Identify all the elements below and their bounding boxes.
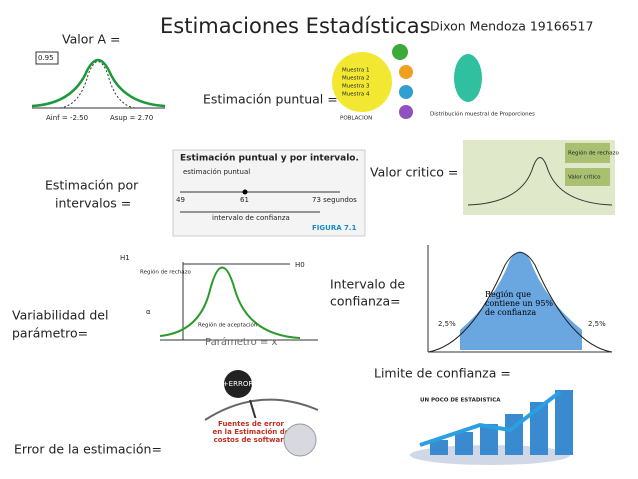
text: Ainf = -2.50 (46, 114, 88, 122)
area (460, 251, 582, 350)
bar (480, 424, 498, 455)
label: parámetro= (12, 326, 88, 341)
title: Estimaciones Estadísticas (160, 14, 431, 38)
label: Error de la estimación= (14, 442, 162, 457)
circle (332, 52, 392, 112)
label: Valor A = (62, 32, 120, 47)
text: 49 (176, 196, 185, 204)
author: Dixon Mendoza 19166517 (430, 19, 593, 34)
text: Región de rechazo (568, 150, 619, 157)
text: Muestra 1 (342, 68, 370, 74)
hatch (59, 61, 136, 109)
text: Distribución muestral de Proporciones (430, 111, 535, 118)
bar (530, 402, 548, 455)
rejection-image: H1 H0 Región de rechazo α Región de acep… (120, 254, 318, 348)
point (242, 189, 248, 195)
ellipse (454, 54, 482, 102)
label: Estimación por (45, 178, 139, 193)
dot (399, 85, 413, 99)
bar (455, 432, 473, 455)
text: Región de aceptación (198, 322, 258, 329)
label: Variabilidad del (12, 308, 108, 323)
text: Muestra 3 (342, 84, 370, 90)
text: α (146, 308, 151, 316)
text: 73 segundos (312, 196, 357, 204)
label: intervalos = (55, 196, 131, 211)
curve (467, 157, 613, 206)
text: H0 (295, 261, 305, 269)
bar (555, 390, 573, 455)
text: FIGURA 7.1 (312, 224, 357, 232)
text: H1 (120, 254, 130, 262)
label: confianza= (330, 294, 401, 309)
text: 2,5% (438, 320, 456, 328)
text: 2,5% (588, 320, 606, 328)
label: Limite de confianza = (374, 366, 511, 381)
bars-image: UN POCO DE ESTADISTICA (410, 390, 573, 465)
box (210, 418, 290, 464)
text: Valor crítico (568, 174, 601, 181)
label: Valor critico = (370, 165, 458, 180)
text: Fuentes de error en la Estimación de cos… (212, 420, 290, 444)
label: Intervalo de (330, 277, 405, 292)
frame (172, 149, 366, 237)
figure-image: Estimación puntual y por intervalo. esti… (172, 149, 366, 237)
caption: Fuentes de error en la Estimación de cos… (212, 420, 290, 444)
box (565, 168, 610, 186)
text: Estimación puntual y por intervalo. (180, 153, 359, 164)
text: +ERROR (223, 380, 254, 388)
dial (204, 398, 319, 421)
box (565, 143, 610, 163)
text: Muestra 4 (342, 92, 370, 98)
confidence-image: Región que contiene un 95% de confianza … (427, 245, 613, 353)
critical-image: Región de rechazo Valor crítico (463, 140, 619, 215)
bar (430, 440, 448, 455)
badge (224, 370, 252, 398)
region-text: Región que contiene un 95% de confianza (485, 290, 554, 317)
text: Región que contiene un 95% de confianza (485, 290, 554, 317)
population-image: Muestra 1 Muestra 2 Muestra 3 Muestra 4 … (332, 44, 535, 122)
text: estimación puntual (183, 168, 250, 176)
box (35, 51, 59, 65)
text: Parámetro = x (205, 336, 278, 348)
gauge-image: +ERROR Fuentes de error en la Estimación… (204, 370, 319, 464)
text: Región de rechazo (140, 269, 191, 276)
text: intervalo de confianza (212, 214, 290, 222)
dot (399, 65, 413, 79)
label: Estimación puntual = (203, 92, 338, 107)
text: Asup = 2.70 (110, 114, 153, 122)
disc (283, 423, 317, 457)
dot (399, 105, 413, 119)
curve (31, 58, 166, 108)
arrow (419, 390, 562, 447)
curve (427, 252, 613, 353)
text: 0.95 (38, 54, 54, 62)
text: 61 (240, 196, 249, 204)
text: POBLACION (340, 116, 372, 122)
text: Muestra 2 (342, 76, 370, 82)
dot (392, 44, 408, 60)
text: UN POCO DE ESTADISTICA (420, 398, 501, 404)
curve (159, 266, 301, 339)
normal-curve-image: 0.95 Ainf = -2.50 Asup = 2.70 (31, 51, 166, 122)
